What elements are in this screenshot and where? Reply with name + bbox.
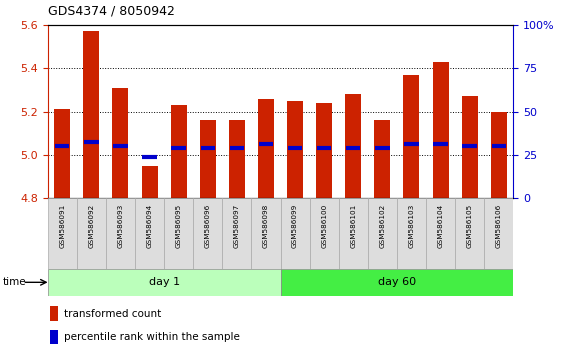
Text: day 1: day 1	[149, 277, 180, 287]
Bar	[280, 198, 310, 269]
Bar	[48, 198, 77, 269]
Bar	[50, 330, 58, 344]
Text: GSM586102: GSM586102	[379, 204, 385, 248]
Text: GSM586096: GSM586096	[205, 204, 211, 248]
Text: GSM586095: GSM586095	[176, 204, 182, 248]
Bar	[484, 198, 513, 269]
Text: GSM586094: GSM586094	[146, 204, 153, 248]
Bar	[164, 198, 193, 269]
Bar	[397, 198, 426, 269]
Bar	[200, 120, 216, 198]
Bar	[54, 109, 70, 198]
Bar	[345, 94, 361, 198]
Bar	[222, 198, 251, 269]
Bar	[374, 120, 390, 198]
Bar	[287, 101, 303, 198]
Bar	[84, 31, 99, 198]
Text: GSM586103: GSM586103	[408, 204, 415, 248]
Text: GSM586092: GSM586092	[88, 204, 94, 248]
Text: GSM586101: GSM586101	[350, 204, 356, 248]
Bar	[112, 88, 128, 198]
Text: GDS4374 / 8050942: GDS4374 / 8050942	[48, 5, 174, 18]
Bar	[433, 62, 449, 198]
Text: GSM586106: GSM586106	[496, 204, 502, 248]
Bar	[251, 198, 280, 269]
Text: GSM586100: GSM586100	[321, 204, 327, 248]
Text: GSM586098: GSM586098	[263, 204, 269, 248]
Text: day 60: day 60	[378, 277, 416, 287]
Text: GSM586099: GSM586099	[292, 204, 298, 248]
Bar	[403, 75, 420, 198]
Text: GSM586104: GSM586104	[438, 204, 444, 248]
Bar	[280, 269, 513, 296]
Bar	[135, 198, 164, 269]
Text: GSM586105: GSM586105	[467, 204, 473, 248]
Bar	[77, 198, 106, 269]
Bar	[48, 269, 280, 296]
Text: transformed count: transformed count	[64, 308, 161, 319]
Bar	[171, 105, 187, 198]
Bar	[491, 112, 507, 198]
Bar	[462, 96, 477, 198]
Text: GSM586093: GSM586093	[117, 204, 123, 248]
Text: percentile rank within the sample: percentile rank within the sample	[64, 332, 240, 342]
Text: GSM586091: GSM586091	[59, 204, 65, 248]
Bar	[229, 120, 245, 198]
Bar	[258, 98, 274, 198]
Bar	[50, 306, 58, 321]
Bar	[339, 198, 368, 269]
Bar	[426, 198, 455, 269]
Bar	[141, 166, 158, 198]
Text: GSM586097: GSM586097	[234, 204, 240, 248]
Bar	[106, 198, 135, 269]
Bar	[455, 198, 484, 269]
Bar	[368, 198, 397, 269]
Text: time: time	[3, 277, 26, 287]
Bar	[310, 198, 339, 269]
Bar	[316, 103, 332, 198]
Bar	[193, 198, 222, 269]
